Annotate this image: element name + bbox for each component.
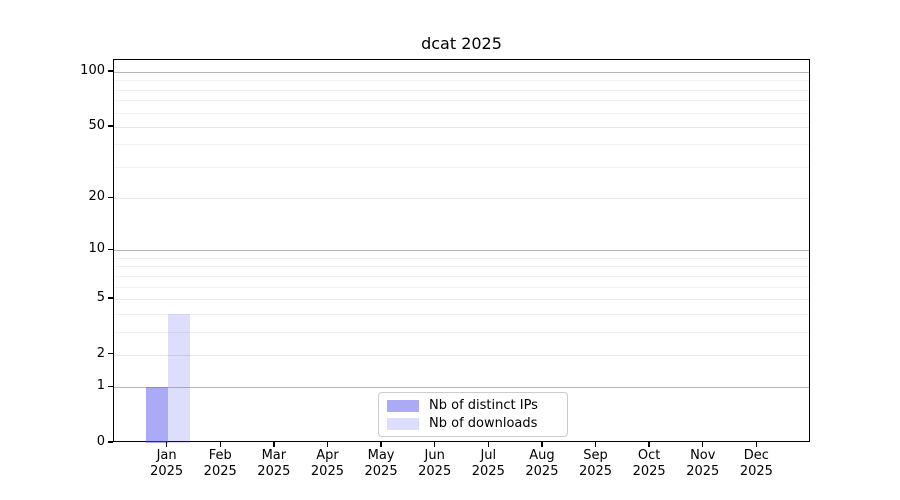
x-tick-month: Sep: [583, 448, 608, 463]
x-tick-year: 2025: [739, 464, 773, 479]
x-tick-month: Dec: [743, 448, 769, 463]
x-tick-mark: [541, 442, 543, 447]
bars-layer: [114, 60, 809, 443]
y-tick-mark: [108, 352, 113, 355]
x-tick-label-feb: Feb 2025: [188, 448, 252, 480]
y-tick-label: 0: [96, 434, 105, 449]
bar-nb-of-distinct-ips-jan-2025: [145, 387, 168, 443]
x-tick-mark: [594, 442, 597, 447]
x-tick-year: 2025: [686, 464, 720, 479]
y-tick-mark: [108, 196, 113, 198]
x-tick-month: Feb: [208, 448, 232, 463]
y-tick-label: 2: [96, 345, 105, 361]
x-tick-mark: [273, 442, 275, 447]
gridlines-layer: [114, 60, 809, 441]
x-tick-year: 2025: [578, 464, 613, 479]
major-gridline: [114, 126, 809, 128]
plot-area: [113, 59, 810, 443]
y-tick-mark: [108, 70, 113, 72]
x-tick-mark: [487, 442, 489, 447]
legend-label: Nb of distinct IPs: [429, 398, 538, 413]
emphasized-gridline: [114, 387, 809, 389]
legend-row: Nb of downloads: [387, 416, 559, 431]
x-tick-month: Aug: [529, 448, 555, 463]
x-tick-year: 2025: [310, 464, 344, 479]
x-tick-mark: [702, 442, 704, 447]
x-tick-month: Nov: [690, 448, 716, 463]
y-tick-mark: [108, 441, 113, 443]
x-tick-year: 2025: [364, 464, 398, 479]
x-tick-label-sep: Sep 2025: [564, 448, 628, 480]
x-tick-label-nov: Nov 2025: [671, 448, 735, 480]
x-tick-label-jan: Jan 2025: [135, 448, 199, 480]
x-tick-month: Apr: [316, 448, 339, 463]
x-tick-month: Oct: [637, 448, 661, 463]
x-tick-month: May: [367, 448, 395, 463]
x-tick-year: 2025: [203, 464, 237, 479]
y-tick-label: 50: [88, 117, 105, 133]
emphasized-gridline: [114, 250, 809, 252]
x-tick-mark: [326, 442, 329, 447]
minor-gridline: [114, 100, 809, 102]
y-tick-mark: [108, 125, 113, 127]
minor-gridline: [114, 80, 809, 82]
y-tick-label: 1: [96, 378, 105, 394]
minor-gridline: [114, 89, 809, 91]
x-tick-mark: [433, 442, 436, 447]
minor-gridline: [114, 257, 809, 259]
y-tick-label: 10: [88, 241, 105, 257]
y-tick-label: 100: [80, 63, 105, 78]
major-gridline: [114, 298, 809, 300]
y-tick-label: 5: [96, 289, 105, 305]
x-tick-year: 2025: [525, 464, 559, 479]
minor-gridline: [114, 266, 809, 268]
legend-row: Nb of distinct IPs: [387, 398, 559, 413]
legend-label: Nb of downloads: [429, 416, 538, 431]
bar-nb-of-downloads-jan-2025: [167, 313, 190, 443]
x-tick-year: 2025: [257, 464, 291, 479]
y-tick-mark: [108, 385, 113, 387]
x-tick-year: 2025: [150, 464, 184, 479]
x-tick-mark: [648, 442, 650, 447]
major-gridline: [114, 354, 809, 356]
x-tick-label-apr: Apr 2025: [295, 448, 359, 480]
chart-title: dcat 2025: [421, 34, 502, 53]
y-tick-mark: [108, 248, 113, 250]
x-tick-mark: [755, 442, 758, 447]
legend-swatch-nb-of-distinct-ips: [387, 399, 419, 412]
y-tick-mark: [108, 297, 113, 299]
x-tick-year: 2025: [418, 464, 452, 479]
legend-swatch-nb-of-downloads: [387, 417, 419, 430]
x-tick-mark: [165, 442, 168, 447]
x-tick-label-aug: Aug 2025: [510, 448, 574, 480]
x-tick-label-mar: Mar 2025: [242, 448, 306, 480]
x-tick-mark: [380, 442, 382, 447]
x-tick-year: 2025: [471, 464, 505, 479]
minor-gridline: [114, 275, 809, 277]
x-tick-label-oct: Oct 2025: [617, 448, 681, 480]
x-tick-mark: [219, 442, 221, 447]
x-tick-label-jun: Jun 2025: [403, 448, 467, 480]
x-tick-month: Mar: [261, 448, 287, 463]
minor-gridline: [114, 144, 809, 146]
minor-gridline: [114, 313, 809, 315]
emphasized-gridline: [114, 72, 809, 73]
x-tick-month: Jun: [424, 448, 445, 463]
x-tick-month: Jul: [480, 448, 497, 463]
x-tick-label-jul: Jul 2025: [456, 448, 520, 480]
legend: Nb of distinct IPs Nb of downloads: [378, 392, 568, 437]
major-gridline: [114, 198, 809, 200]
x-tick-year: 2025: [632, 464, 666, 479]
minor-gridline: [114, 331, 809, 333]
x-tick-label-dec: Dec 2025: [724, 448, 788, 480]
minor-gridline: [114, 166, 809, 168]
x-tick-month: Jan: [156, 448, 177, 463]
minor-gridline: [114, 286, 809, 288]
x-tick-label-may: May 2025: [349, 448, 413, 480]
minor-gridline: [114, 112, 809, 114]
y-tick-label: 20: [88, 189, 105, 205]
